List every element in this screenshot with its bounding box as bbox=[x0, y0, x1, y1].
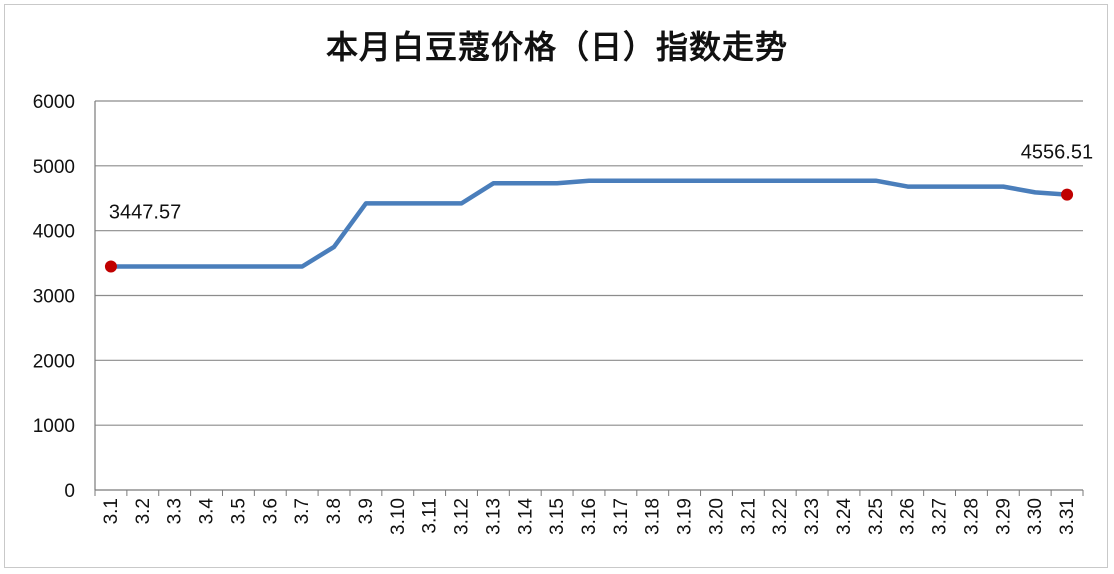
x-tick-label: 3.1 bbox=[101, 498, 122, 524]
y-tick-label: 3000 bbox=[33, 287, 75, 308]
x-tick-label: 3.5 bbox=[228, 498, 249, 524]
x-tick-label: 3.25 bbox=[866, 498, 887, 535]
y-axis-ticks: 0 1000 2000 3000 4000 5000 6000 bbox=[33, 92, 75, 502]
x-tick-label: 3.11 bbox=[420, 498, 441, 534]
x-tick-label: 3.19 bbox=[675, 498, 696, 535]
x-tick-label: 3.8 bbox=[324, 498, 345, 524]
x-tick-label: 3.10 bbox=[388, 498, 409, 535]
x-tick-label: 3.13 bbox=[483, 498, 504, 535]
x-tick-label: 3.20 bbox=[706, 498, 727, 535]
y-tick-label: 4000 bbox=[33, 222, 75, 243]
x-tick-label: 3.22 bbox=[770, 498, 791, 535]
chart-title: 本月白豆蔻价格（日）指数走势 bbox=[325, 28, 788, 66]
series-line bbox=[108, 178, 1070, 269]
x-tick-label: 3.27 bbox=[930, 498, 951, 535]
series-lines bbox=[108, 178, 1070, 269]
x-tick-label: 3.14 bbox=[515, 498, 536, 535]
data-label: 4556.51 bbox=[1021, 142, 1093, 164]
y-tick-label: 2000 bbox=[33, 351, 75, 372]
data-label: 3447.57 bbox=[109, 201, 181, 223]
x-tick-label: 3.3 bbox=[165, 498, 186, 524]
x-tick-label: 3.31 bbox=[1057, 498, 1078, 535]
x-tick-label: 3.15 bbox=[547, 498, 568, 535]
x-axis: 3.1 3.2 3.3 3.4 3.5 3.6 3.7 3.8 3.9 3.10 3.11 3.12 3… bbox=[94, 101, 1084, 535]
y-tick-label: 0 bbox=[64, 481, 75, 502]
y-tick-label: 6000 bbox=[33, 92, 75, 113]
x-tick-label: 3.18 bbox=[643, 498, 664, 535]
x-tick-label: 3.29 bbox=[993, 498, 1014, 535]
x-tick-label: 3.23 bbox=[802, 498, 823, 535]
x-tick-label: 3.24 bbox=[834, 498, 855, 535]
x-tick-label: 3.17 bbox=[611, 498, 632, 535]
x-tick-label: 3.2 bbox=[133, 498, 154, 524]
data-markers bbox=[104, 188, 1074, 273]
x-tick-label: 3.28 bbox=[961, 498, 982, 535]
y-tick-label: 5000 bbox=[33, 157, 75, 178]
x-tick-label: 3.26 bbox=[898, 498, 919, 535]
x-tick-label: 3.4 bbox=[197, 498, 218, 525]
data-point-marker bbox=[1061, 188, 1074, 201]
chart-frame bbox=[4, 4, 1108, 568]
gridlines bbox=[95, 100, 1083, 426]
x-tick-label: 3.30 bbox=[1025, 498, 1046, 535]
x-tick-label: 3.9 bbox=[356, 498, 377, 524]
x-tick-label: 3.6 bbox=[260, 498, 281, 524]
x-tick-label: 3.21 bbox=[738, 498, 759, 535]
y-tick-label: 1000 bbox=[33, 416, 75, 437]
x-tick-label: 3.12 bbox=[452, 498, 473, 535]
data-point-marker bbox=[104, 260, 117, 273]
x-tick-label: 3.7 bbox=[292, 498, 313, 524]
x-tick-label: 3.16 bbox=[579, 498, 600, 535]
data-labels: 3447.57 4556.51 bbox=[109, 142, 1093, 224]
